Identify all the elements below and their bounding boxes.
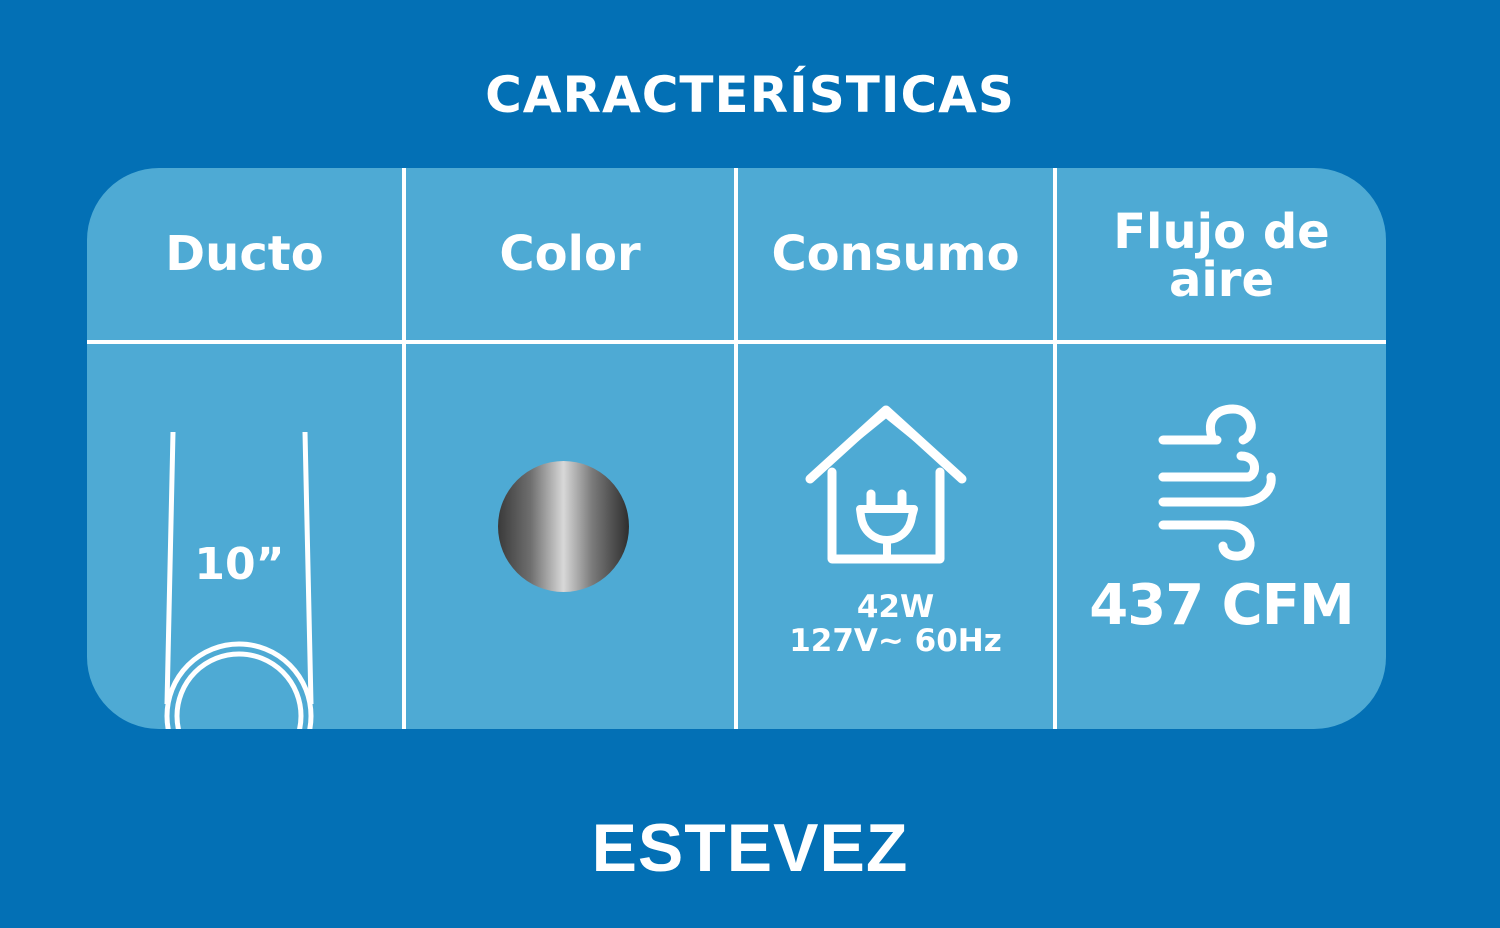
features-table: Ducto Color Consumo Flujo de aire 10” 42…: [87, 168, 1386, 729]
cell-consumo: 42W 127V~ 60Hz: [738, 344, 1053, 729]
house-plug-icon: [805, 405, 967, 564]
divider: [87, 340, 1386, 344]
header-flujo: Flujo de aire: [1113, 204, 1330, 308]
power-voltage: 127V~ 60Hz: [789, 623, 1002, 659]
chrome-swatch-icon: [498, 461, 629, 592]
divider: [402, 168, 406, 729]
brand-logo: ESTEVEZ: [591, 810, 909, 886]
header-ducto: Ducto: [165, 226, 324, 282]
wind-icon: [1158, 404, 1276, 561]
airflow-value: 437 CFM: [1089, 573, 1354, 638]
duct-size: 10”: [194, 539, 285, 590]
header-color: Color: [499, 226, 641, 282]
cell-color: [406, 344, 734, 729]
header-consumo: Consumo: [771, 226, 1020, 282]
duct-icon: [164, 431, 314, 729]
cell-ducto: 10”: [87, 344, 402, 729]
page-title: CARACTERÍSTICAS: [485, 66, 1015, 124]
power-watts: 42W: [856, 589, 935, 625]
cell-flujo: 437 CFM: [1057, 344, 1386, 729]
divider: [734, 168, 738, 729]
divider: [1053, 168, 1057, 729]
